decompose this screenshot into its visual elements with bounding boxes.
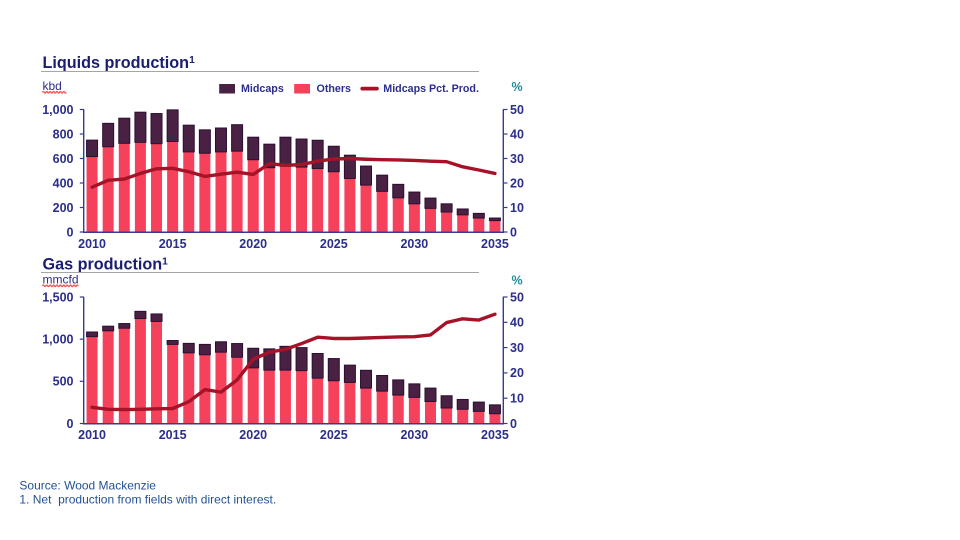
svg-text:20: 20 xyxy=(510,366,524,380)
svg-text:10: 10 xyxy=(510,392,524,406)
svg-text:800: 800 xyxy=(53,127,74,141)
svg-text:50: 50 xyxy=(510,103,524,117)
svg-text:2010: 2010 xyxy=(78,237,106,251)
svg-text:%: % xyxy=(512,274,523,288)
svg-text:mmcfd: mmcfd xyxy=(43,273,79,287)
svg-text:20: 20 xyxy=(510,176,524,190)
svg-text:2020: 2020 xyxy=(239,428,267,442)
svg-text:Others: Others xyxy=(317,83,352,95)
svg-text:Gas production1: Gas production1 xyxy=(43,256,169,274)
svg-text:2025: 2025 xyxy=(320,428,348,442)
svg-text:%: % xyxy=(512,80,523,94)
svg-text:Source: Wood Mackenzie: Source: Wood Mackenzie xyxy=(19,479,156,493)
svg-text:1. Net production from fields: 1. Net production from fields with direc… xyxy=(19,492,276,506)
svg-text:2035: 2035 xyxy=(481,237,509,251)
svg-text:Midcaps: Midcaps xyxy=(241,83,284,95)
svg-text:40: 40 xyxy=(510,127,524,141)
svg-text:200: 200 xyxy=(53,201,74,215)
svg-text:400: 400 xyxy=(53,176,74,190)
svg-text:2015: 2015 xyxy=(159,237,187,251)
svg-text:2035: 2035 xyxy=(481,428,509,442)
svg-text:2010: 2010 xyxy=(78,428,106,442)
svg-text:50: 50 xyxy=(510,290,524,304)
svg-text:kbd: kbd xyxy=(43,79,62,93)
svg-text:2030: 2030 xyxy=(400,428,428,442)
svg-text:600: 600 xyxy=(53,152,74,166)
svg-text:Liquids production1: Liquids production1 xyxy=(43,54,196,72)
svg-text:2015: 2015 xyxy=(159,428,187,442)
svg-text:1,000: 1,000 xyxy=(42,332,73,346)
svg-text:1,500: 1,500 xyxy=(42,290,73,304)
svg-text:500: 500 xyxy=(53,375,74,389)
svg-text:40: 40 xyxy=(510,316,524,330)
svg-text:2020: 2020 xyxy=(239,237,267,251)
svg-text:2030: 2030 xyxy=(400,237,428,251)
svg-text:0: 0 xyxy=(67,417,74,431)
svg-text:30: 30 xyxy=(510,341,524,355)
svg-text:0: 0 xyxy=(67,225,74,239)
svg-text:Midcaps Pct. Prod.: Midcaps Pct. Prod. xyxy=(383,83,479,95)
svg-text:10: 10 xyxy=(510,201,524,215)
svg-text:0: 0 xyxy=(510,225,517,239)
svg-text:2025: 2025 xyxy=(320,237,348,251)
svg-text:30: 30 xyxy=(510,152,524,166)
svg-text:0: 0 xyxy=(510,417,517,431)
svg-text:1,000: 1,000 xyxy=(42,103,73,117)
